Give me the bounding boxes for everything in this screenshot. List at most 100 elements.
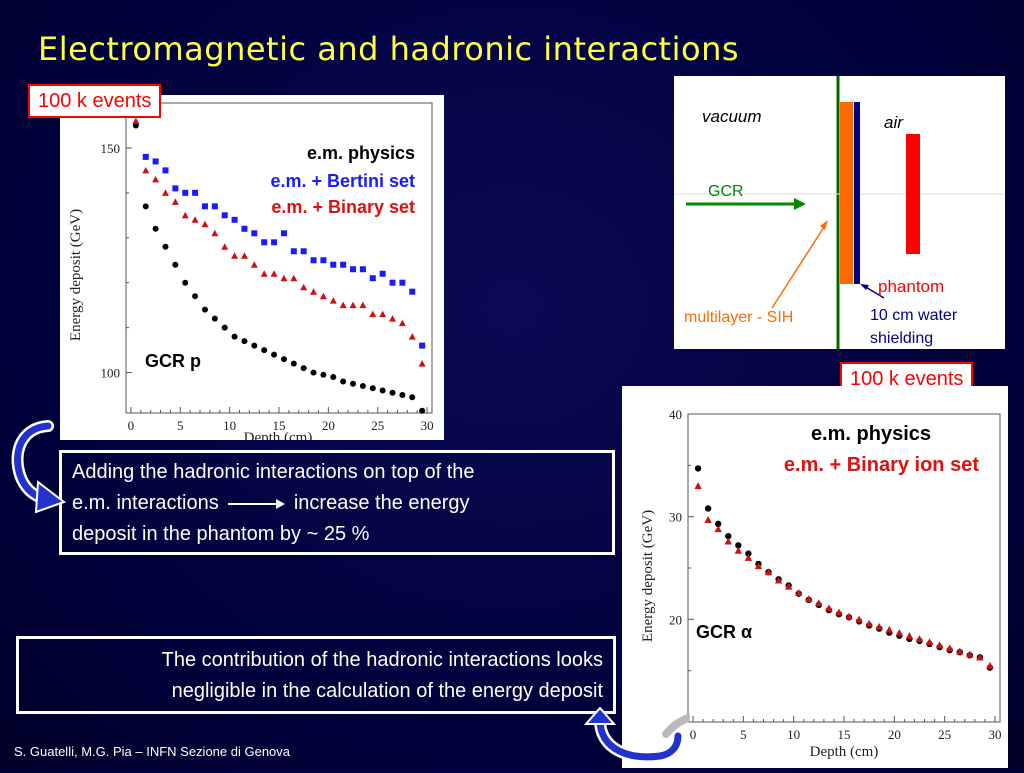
data-point: [201, 220, 209, 228]
data-point: [340, 378, 347, 385]
legend: e.m. physics e.m. + Binary ion set: [784, 423, 979, 476]
data-point: [300, 365, 307, 372]
data-point: [409, 288, 416, 295]
legend: e.m. physics e.m. + Bertini set e.m. + B…: [270, 143, 415, 217]
data-point: [379, 387, 386, 394]
chart-gcr-alpha: e.m. physics e.m. + Binary ion set GCR α…: [640, 407, 1001, 760]
data-point: [925, 638, 934, 646]
data-point: [379, 270, 386, 277]
data-point: [270, 270, 278, 277]
data-point: [389, 279, 396, 286]
data-point: [976, 653, 984, 661]
note-text: increase the energy: [293, 492, 470, 514]
data-point: [694, 465, 702, 472]
data-point: [241, 225, 248, 232]
data-point: [162, 243, 169, 250]
data-point: [161, 189, 169, 196]
vacuum-label: vacuum: [702, 107, 762, 126]
curved-arrow-icon: [583, 706, 690, 763]
data-point: [865, 619, 873, 627]
data-point: [201, 203, 208, 210]
phantom: [906, 134, 920, 254]
multilayer-pointer-icon: [771, 223, 827, 309]
data-point: [369, 385, 376, 392]
x-tick-label: 30: [421, 418, 434, 433]
plot-label: GCR p: [145, 351, 201, 371]
data-point: [409, 394, 416, 401]
data-point: [290, 360, 297, 367]
x-tick-label: 15: [273, 418, 286, 433]
data-point: [261, 347, 268, 354]
footer-credit: S. Guatelli, M.G. Pia – INFN Sezione di …: [14, 744, 291, 759]
shielding-pointer-head-icon: [860, 284, 869, 290]
x-tick-label: 20: [888, 727, 901, 742]
data-point: [905, 632, 914, 639]
y-tick-label: 150: [101, 141, 121, 156]
data-point: [418, 360, 426, 367]
data-point: [408, 333, 416, 340]
legend-binary-ion: e.m. + Binary ion set: [784, 454, 979, 476]
y-tick-label: 30: [669, 510, 682, 525]
data-point: [744, 554, 753, 561]
data-point: [221, 243, 229, 250]
data-point: [181, 211, 189, 219]
events-badge: 100 k events: [28, 84, 162, 118]
geometry-diagram: vacuum air GCR phantom multilayer - SIH …: [674, 76, 1005, 349]
data-point: [280, 274, 288, 282]
data-point: [945, 644, 954, 652]
data-point: [152, 158, 159, 165]
note-line: deposit in the phantom by ~ 25 %: [72, 523, 370, 545]
data-point: [192, 189, 199, 196]
data-point: [250, 261, 258, 268]
y-tick-label: 100: [101, 366, 121, 381]
data-point: [201, 306, 208, 313]
data-point: [261, 239, 268, 246]
data-point: [359, 266, 366, 273]
x-tick-label: 0: [128, 418, 135, 433]
x-tick-label: 0: [690, 727, 697, 742]
data-point: [885, 625, 893, 633]
data-point: [329, 297, 337, 304]
x-tick-label: 5: [740, 727, 747, 742]
data-point: [754, 562, 763, 570]
chart-panel-gcr-p: e.m. physics e.m. + Bertini set e.m. + B…: [60, 95, 444, 446]
data-point: [895, 628, 904, 636]
data-point: [300, 248, 307, 255]
data-point: [359, 383, 366, 390]
data-point: [845, 612, 853, 620]
data-point: [795, 588, 803, 596]
multilayer-label: multilayer - SIH: [684, 309, 793, 326]
shielding-pointer-icon: [863, 285, 885, 299]
geometry-svg: vacuum air GCR phantom multilayer - SIH …: [674, 76, 1005, 349]
chart-gcr-p: e.m. physics e.m. + Bertini set e.m. + B…: [68, 102, 434, 446]
data-point: [319, 292, 327, 300]
data-point: [132, 117, 140, 124]
data-point: [399, 279, 406, 286]
data-point: [784, 582, 793, 590]
data-point: [419, 407, 426, 414]
data-point: [330, 261, 337, 268]
plot-label: GCR α: [696, 622, 752, 642]
data-point: [310, 369, 317, 376]
data-point: [805, 595, 813, 602]
data-point: [725, 532, 732, 540]
data-point: [825, 604, 833, 612]
data-point: [211, 315, 218, 322]
data-point: [419, 342, 426, 349]
legend-binary: e.m. + Binary set: [271, 197, 415, 217]
data-point: [340, 261, 347, 268]
data-point: [300, 283, 308, 291]
legend-em-physics: e.m. physics: [811, 423, 931, 445]
legend-bertini: e.m. + Bertini set: [270, 171, 415, 191]
data-point: [211, 229, 219, 237]
shielding-label-line2: shielding: [870, 330, 933, 347]
data-point: [966, 650, 974, 658]
multilayer-pointer-head-icon: [820, 220, 828, 230]
data-point: [142, 166, 150, 174]
data-point: [231, 333, 238, 340]
data-point: [815, 599, 823, 607]
chart-panel-gcr-alpha: e.m. physics e.m. + Binary ion set GCR α…: [622, 386, 1008, 768]
data-point: [875, 622, 883, 630]
water-shielding: [854, 102, 860, 284]
data-point: [398, 319, 406, 327]
